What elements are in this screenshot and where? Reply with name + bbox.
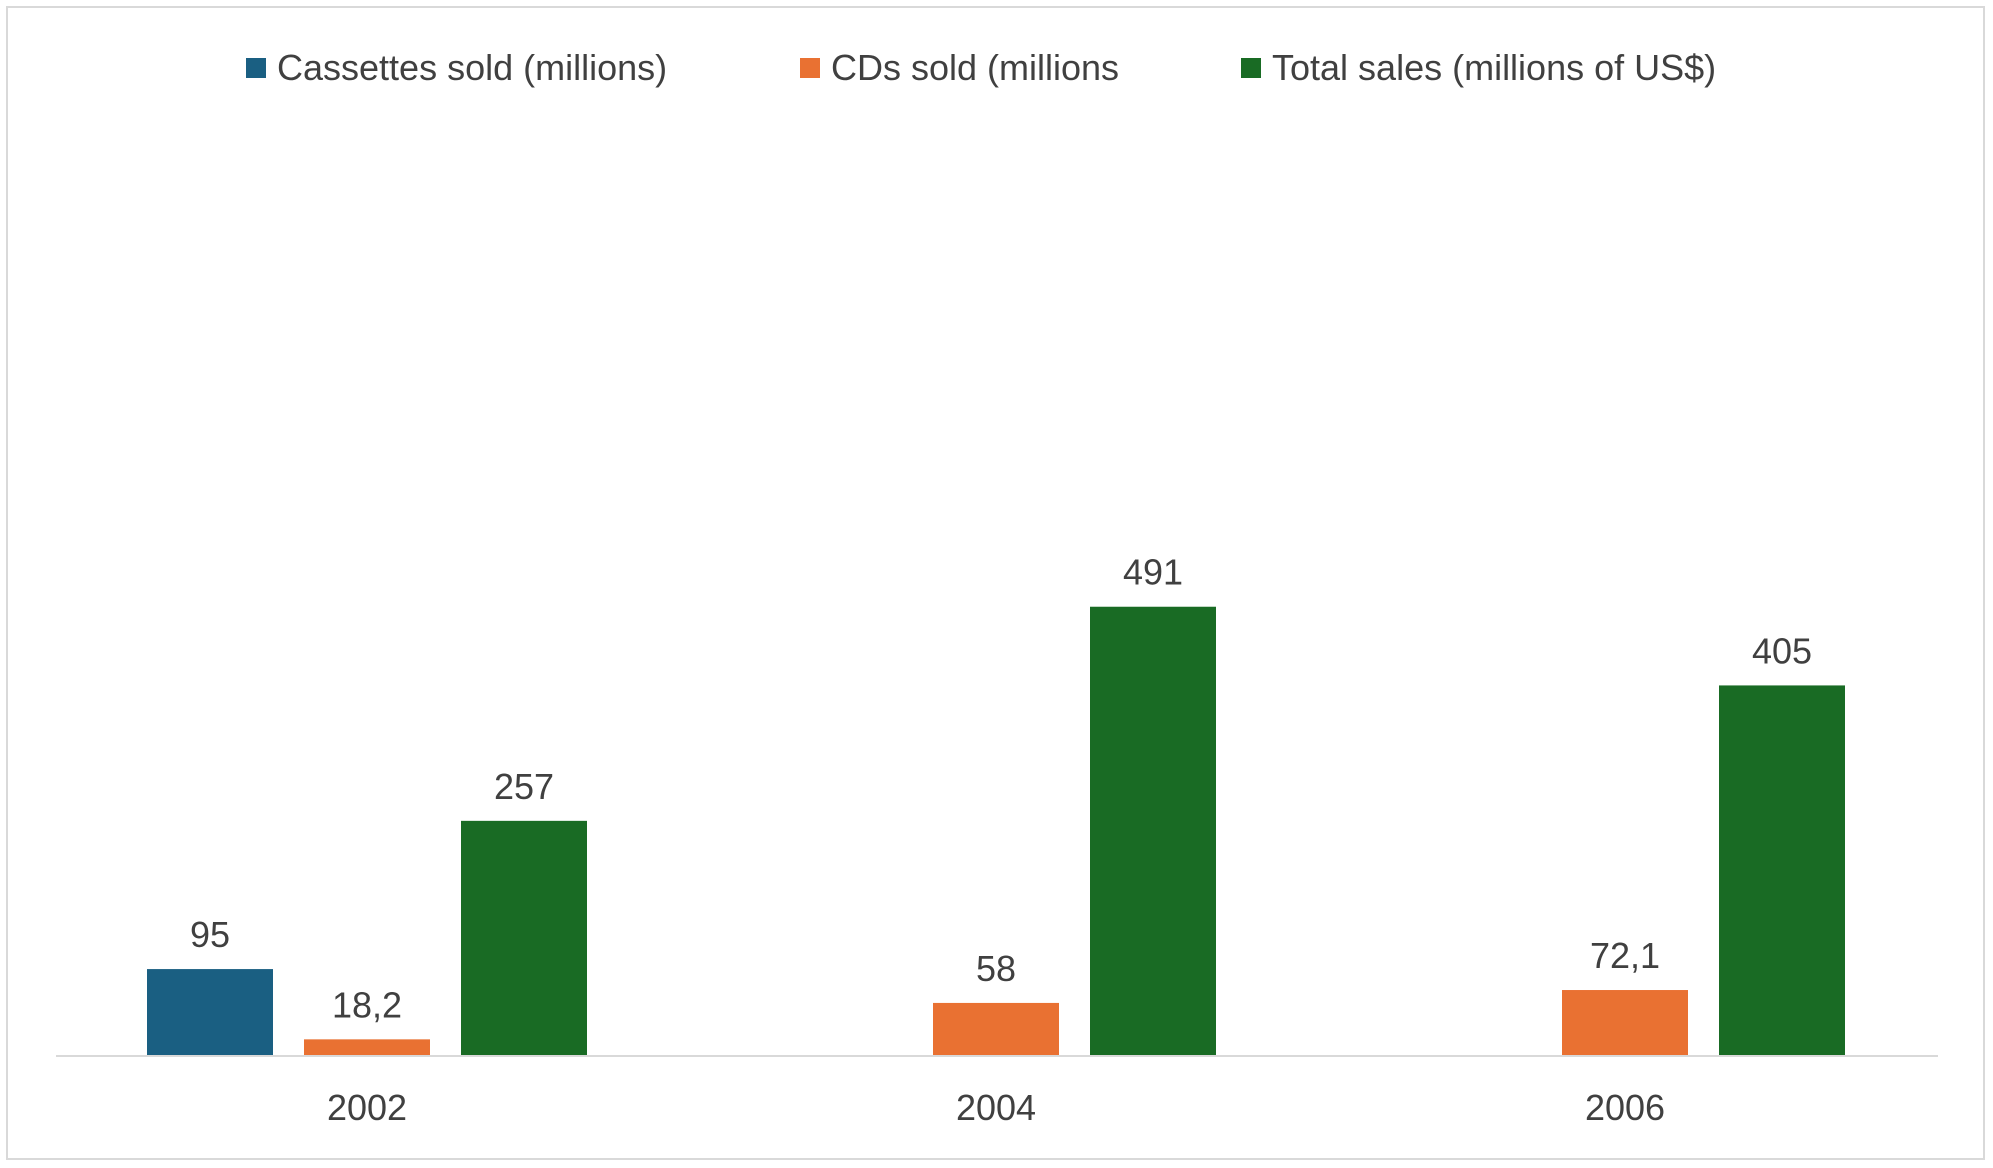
data-label-cds-sold-millions-2002: 18,2 (332, 984, 402, 1025)
legend-label-cassettes-sold-millions: Cassettes sold (millions) (277, 47, 667, 88)
bar-total-sales-millions-of-us-2006 (1719, 685, 1845, 1056)
data-label-total-sales-millions-of-us-2002: 257 (494, 766, 554, 807)
bar-cds-sold-millions-2004 (933, 1002, 1059, 1056)
chart-frame (6, 6, 1985, 1160)
data-label-total-sales-millions-of-us-2006: 405 (1752, 630, 1812, 671)
x-tick-label-2006: 2006 (1585, 1087, 1665, 1128)
legend-label-cds-sold-millions: CDs sold (millions (831, 47, 1119, 88)
data-labels-group: 95 18,2 257 58 491 72,1 405 (190, 552, 1812, 1026)
legend-swatch-cassettes-sold-millions (246, 58, 266, 78)
x-tick-label-2004: 2004 (956, 1087, 1036, 1128)
x-tick-label-2002: 2002 (327, 1087, 407, 1128)
chart-legend: Cassettes sold (millions) CDs sold (milli… (246, 47, 1716, 88)
legend-label-total-sales-millions-of-us: Total sales (millions of US$) (1272, 47, 1716, 88)
data-label-cds-sold-millions-2006: 72,1 (1590, 935, 1660, 976)
data-label-cassettes-sold-millions-2002: 95 (190, 914, 230, 955)
data-label-cds-sold-millions-2004: 58 (976, 948, 1016, 989)
legend-swatch-cds-sold-millions (800, 58, 820, 78)
bar-series-group (147, 606, 1845, 1056)
x-axis-tick-labels: 2002 2004 2006 (327, 1087, 1665, 1128)
bar-total-sales-millions-of-us-2004 (1090, 606, 1216, 1056)
bar-cds-sold-millions-2002 (304, 1039, 430, 1056)
legend-swatch-total-sales-millions-of-us (1241, 58, 1261, 78)
bar-cassettes-sold-millions-2002 (147, 969, 273, 1056)
bar-cds-sold-millions-2006 (1562, 990, 1688, 1056)
data-label-total-sales-millions-of-us-2004: 491 (1123, 552, 1183, 593)
bar-total-sales-millions-of-us-2002 (461, 820, 587, 1056)
